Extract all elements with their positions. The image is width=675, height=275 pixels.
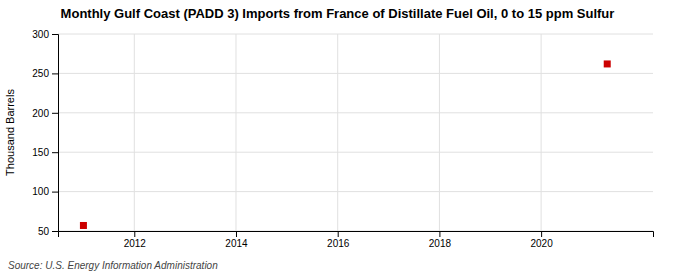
y-axis-title: Thousand Barrels bbox=[4, 89, 16, 176]
x-axis-tick: 2018 bbox=[429, 231, 452, 249]
points bbox=[80, 60, 611, 229]
y-axis-tick-mark bbox=[52, 231, 58, 232]
y-axis-tick: 250 bbox=[32, 68, 58, 79]
grid-line-y bbox=[58, 112, 653, 113]
x-axis-tick-mark bbox=[338, 231, 339, 237]
grid-line-y bbox=[58, 34, 653, 35]
x-axis-tick: 2014 bbox=[225, 231, 248, 249]
y-axis-tick-mark bbox=[52, 192, 58, 193]
y-axis-tick-label: 200 bbox=[32, 108, 49, 119]
x-axis-tick-label: 2016 bbox=[327, 238, 350, 249]
chart: Monthly Gulf Coast (PADD 3) Imports from… bbox=[0, 0, 675, 275]
grid-line-y bbox=[58, 152, 653, 153]
x-axis-tick: 2016 bbox=[327, 231, 350, 249]
x-axis: 2012 2014 2016 2018 2020 bbox=[59, 231, 654, 249]
x-axis-tick: 2020 bbox=[530, 231, 553, 249]
y-axis-tick-mark bbox=[52, 152, 58, 153]
y-axis-tick-label: 50 bbox=[38, 226, 50, 237]
y-axis-tick-mark bbox=[52, 73, 58, 74]
y-axis-tick: 150 bbox=[32, 147, 58, 158]
grid-line-y bbox=[58, 73, 653, 74]
x-axis-tick-mark bbox=[541, 231, 542, 237]
y-axis: 50 100 150 200 250 300 bbox=[32, 29, 58, 237]
y-axis-tick-label: 100 bbox=[32, 186, 49, 197]
x-axis-tick-label: 2020 bbox=[530, 238, 553, 249]
y-axis-tick-label: 150 bbox=[32, 147, 49, 158]
y-axis-tick: 50 bbox=[38, 226, 58, 237]
x-axis-tick: 2012 bbox=[124, 231, 147, 249]
x-axis-tick-mark bbox=[439, 231, 440, 237]
x-axis-tick-mark bbox=[134, 231, 135, 237]
y-axis-line bbox=[52, 35, 59, 232]
y-axis-tick-mark bbox=[52, 113, 58, 114]
title: Monthly Gulf Coast (PADD 3) Imports from… bbox=[61, 6, 615, 21]
grid-line-x bbox=[439, 34, 440, 231]
x-axis-tick-label: 2012 bbox=[124, 238, 147, 249]
x-axis-tick-label: 2014 bbox=[225, 238, 248, 249]
grid-line-x bbox=[541, 34, 542, 231]
y-axis-tick: 100 bbox=[32, 186, 58, 197]
y-axis-tick-label: 300 bbox=[32, 29, 49, 40]
plot: 2012 2014 2016 2018 2020 50 100 150 200 250 300 Tho… bbox=[4, 29, 654, 249]
y-axis-tick: 200 bbox=[32, 108, 58, 119]
x-axis-line bbox=[59, 232, 654, 238]
grid bbox=[58, 34, 653, 231]
x-axis-tick-label: 2018 bbox=[429, 238, 452, 249]
y-axis-tick-label: 250 bbox=[32, 68, 49, 79]
grid-line-x bbox=[337, 34, 338, 231]
grid-line-x bbox=[235, 34, 236, 231]
point bbox=[604, 60, 611, 67]
y-axis-tick: 300 bbox=[32, 29, 58, 40]
source: Source: U.S. Energy Information Administ… bbox=[8, 260, 218, 271]
grid-line-y bbox=[58, 191, 653, 192]
point bbox=[80, 222, 87, 229]
grid-line-x bbox=[134, 34, 135, 231]
x-axis-tick-mark bbox=[236, 231, 237, 237]
y-axis-tick-mark bbox=[52, 34, 58, 35]
